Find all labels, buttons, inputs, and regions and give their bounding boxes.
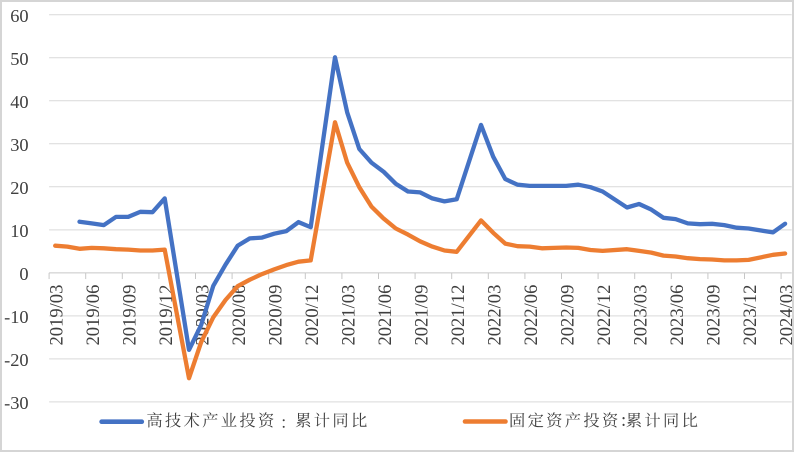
svg-text:2019/03: 2019/03	[47, 285, 68, 346]
svg-text:2024/03: 2024/03	[777, 285, 794, 346]
svg-text:2021/06: 2021/06	[375, 285, 396, 346]
svg-text:2019/09: 2019/09	[120, 285, 141, 346]
svg-text:2023/06: 2023/06	[667, 285, 688, 346]
svg-text:2021/03: 2021/03	[339, 285, 360, 346]
svg-text:2021/12: 2021/12	[448, 285, 469, 346]
svg-text:2020/09: 2020/09	[266, 285, 287, 346]
svg-text:2020/06: 2020/06	[229, 285, 250, 346]
svg-text:30: 30	[10, 135, 28, 155]
svg-text:40: 40	[10, 92, 28, 112]
svg-text:2023/12: 2023/12	[740, 285, 761, 346]
svg-text:2023/03: 2023/03	[631, 285, 652, 346]
svg-text:2022/09: 2022/09	[558, 285, 579, 346]
svg-text:2022/12: 2022/12	[594, 285, 615, 346]
svg-text::: :	[621, 410, 626, 431]
svg-text:60: 60	[10, 6, 28, 26]
svg-text:2022/06: 2022/06	[521, 285, 542, 346]
svg-text:0: 0	[19, 264, 28, 284]
svg-text:-10: -10	[4, 307, 29, 327]
svg-text:50: 50	[10, 49, 28, 69]
svg-text:10: 10	[10, 221, 28, 241]
svg-text:2019/12: 2019/12	[156, 285, 177, 346]
svg-text:-20: -20	[4, 350, 29, 370]
svg-text:2019/06: 2019/06	[83, 285, 104, 346]
svg-text:2020/12: 2020/12	[302, 285, 323, 346]
svg-text:2022/03: 2022/03	[485, 285, 506, 346]
svg-text:2021/09: 2021/09	[412, 285, 433, 346]
svg-text:2023/09: 2023/09	[704, 285, 725, 346]
svg-text:20: 20	[10, 178, 28, 198]
svg-text:-30: -30	[4, 393, 29, 413]
